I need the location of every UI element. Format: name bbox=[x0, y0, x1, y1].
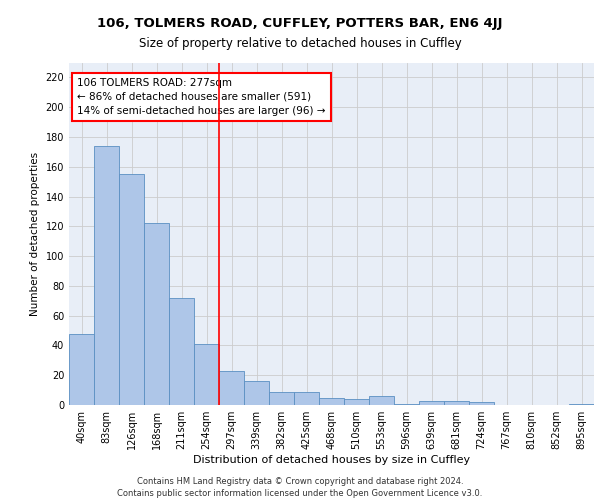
Bar bbox=[244, 381, 269, 405]
Bar bbox=[194, 344, 219, 405]
Text: 106 TOLMERS ROAD: 277sqm
← 86% of detached houses are smaller (591)
14% of semi-: 106 TOLMERS ROAD: 277sqm ← 86% of detach… bbox=[77, 78, 325, 116]
Bar bbox=[369, 396, 394, 405]
Text: Size of property relative to detached houses in Cuffley: Size of property relative to detached ho… bbox=[139, 38, 461, 51]
Bar bbox=[269, 392, 294, 405]
Bar bbox=[119, 174, 144, 405]
Text: Contains HM Land Registry data © Crown copyright and database right 2024.
Contai: Contains HM Land Registry data © Crown c… bbox=[118, 476, 482, 498]
Bar bbox=[344, 399, 369, 405]
Bar bbox=[294, 392, 319, 405]
Bar bbox=[144, 224, 169, 405]
Bar bbox=[394, 404, 419, 405]
Bar bbox=[69, 334, 94, 405]
Bar bbox=[419, 400, 444, 405]
Bar bbox=[94, 146, 119, 405]
Bar bbox=[444, 400, 469, 405]
X-axis label: Distribution of detached houses by size in Cuffley: Distribution of detached houses by size … bbox=[193, 455, 470, 465]
Bar bbox=[469, 402, 494, 405]
Y-axis label: Number of detached properties: Number of detached properties bbox=[30, 152, 40, 316]
Bar bbox=[219, 371, 244, 405]
Bar bbox=[569, 404, 594, 405]
Bar bbox=[169, 298, 194, 405]
Bar bbox=[319, 398, 344, 405]
Text: 106, TOLMERS ROAD, CUFFLEY, POTTERS BAR, EN6 4JJ: 106, TOLMERS ROAD, CUFFLEY, POTTERS BAR,… bbox=[97, 18, 503, 30]
